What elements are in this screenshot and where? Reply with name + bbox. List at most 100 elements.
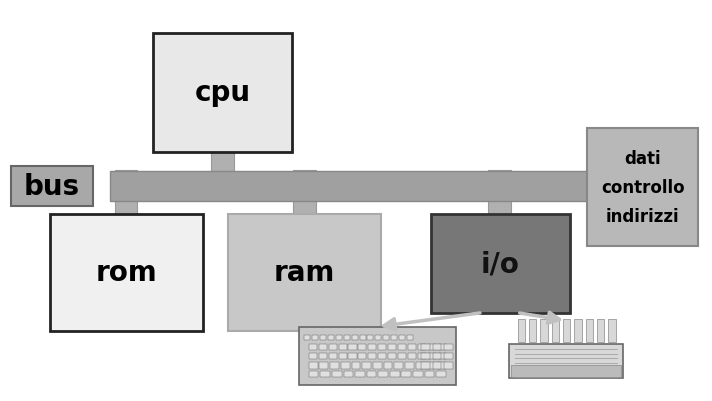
FancyBboxPatch shape (368, 344, 377, 350)
FancyBboxPatch shape (407, 335, 413, 340)
FancyBboxPatch shape (355, 371, 365, 377)
Text: dati
controllo
indirizzi: dati controllo indirizzi (601, 149, 684, 226)
FancyBboxPatch shape (309, 362, 318, 369)
FancyBboxPatch shape (424, 371, 434, 377)
FancyBboxPatch shape (433, 362, 441, 369)
FancyBboxPatch shape (320, 362, 328, 369)
FancyBboxPatch shape (426, 362, 435, 369)
FancyBboxPatch shape (50, 215, 203, 331)
FancyBboxPatch shape (362, 362, 371, 369)
FancyBboxPatch shape (408, 353, 416, 359)
Text: cpu: cpu (194, 79, 251, 107)
FancyBboxPatch shape (319, 353, 327, 359)
FancyBboxPatch shape (312, 335, 318, 340)
FancyBboxPatch shape (422, 353, 430, 359)
FancyBboxPatch shape (228, 215, 381, 331)
FancyBboxPatch shape (360, 335, 365, 340)
FancyBboxPatch shape (438, 344, 446, 350)
FancyBboxPatch shape (339, 353, 347, 359)
FancyBboxPatch shape (358, 344, 367, 350)
Text: rom: rom (95, 259, 157, 287)
FancyBboxPatch shape (320, 371, 330, 377)
FancyBboxPatch shape (343, 371, 353, 377)
FancyBboxPatch shape (431, 215, 570, 313)
FancyBboxPatch shape (437, 362, 446, 369)
FancyBboxPatch shape (115, 170, 137, 215)
FancyBboxPatch shape (330, 362, 339, 369)
FancyBboxPatch shape (416, 362, 424, 369)
FancyBboxPatch shape (511, 365, 621, 377)
FancyBboxPatch shape (383, 335, 389, 340)
FancyBboxPatch shape (433, 353, 441, 359)
FancyBboxPatch shape (585, 319, 593, 342)
FancyBboxPatch shape (319, 344, 327, 350)
FancyBboxPatch shape (608, 319, 616, 342)
FancyBboxPatch shape (391, 335, 397, 340)
FancyBboxPatch shape (408, 344, 416, 350)
FancyBboxPatch shape (438, 353, 446, 359)
FancyBboxPatch shape (436, 371, 446, 377)
FancyBboxPatch shape (418, 344, 426, 350)
FancyBboxPatch shape (418, 353, 426, 359)
FancyBboxPatch shape (444, 353, 453, 359)
FancyBboxPatch shape (309, 353, 317, 359)
FancyBboxPatch shape (344, 335, 350, 340)
FancyBboxPatch shape (352, 362, 360, 369)
FancyBboxPatch shape (384, 362, 392, 369)
FancyBboxPatch shape (388, 353, 397, 359)
FancyBboxPatch shape (540, 319, 548, 342)
FancyBboxPatch shape (398, 344, 407, 350)
FancyBboxPatch shape (422, 362, 430, 369)
FancyBboxPatch shape (293, 170, 316, 215)
FancyBboxPatch shape (329, 353, 337, 359)
Text: bus: bus (23, 172, 80, 200)
FancyBboxPatch shape (375, 335, 382, 340)
FancyBboxPatch shape (422, 344, 430, 350)
FancyBboxPatch shape (341, 362, 350, 369)
FancyBboxPatch shape (336, 335, 342, 340)
FancyBboxPatch shape (413, 371, 423, 377)
FancyBboxPatch shape (509, 344, 623, 378)
Text: i/o: i/o (481, 250, 520, 277)
FancyBboxPatch shape (405, 362, 414, 369)
FancyBboxPatch shape (328, 335, 334, 340)
FancyBboxPatch shape (309, 344, 317, 350)
FancyBboxPatch shape (529, 319, 536, 342)
FancyBboxPatch shape (358, 353, 367, 359)
FancyBboxPatch shape (597, 319, 604, 342)
FancyBboxPatch shape (428, 344, 436, 350)
FancyBboxPatch shape (348, 344, 357, 350)
FancyBboxPatch shape (394, 362, 403, 369)
FancyBboxPatch shape (348, 353, 357, 359)
FancyBboxPatch shape (367, 335, 374, 340)
FancyBboxPatch shape (339, 344, 347, 350)
FancyBboxPatch shape (518, 319, 525, 342)
FancyBboxPatch shape (587, 128, 698, 247)
FancyBboxPatch shape (399, 335, 405, 340)
FancyBboxPatch shape (332, 371, 342, 377)
FancyBboxPatch shape (378, 353, 387, 359)
FancyBboxPatch shape (378, 371, 388, 377)
FancyBboxPatch shape (488, 170, 511, 215)
FancyBboxPatch shape (390, 371, 399, 377)
FancyBboxPatch shape (368, 353, 377, 359)
FancyBboxPatch shape (378, 344, 387, 350)
FancyBboxPatch shape (402, 371, 412, 377)
FancyBboxPatch shape (552, 319, 559, 342)
FancyBboxPatch shape (367, 371, 377, 377)
FancyBboxPatch shape (563, 319, 570, 342)
FancyBboxPatch shape (373, 362, 382, 369)
FancyBboxPatch shape (304, 335, 310, 340)
FancyBboxPatch shape (320, 335, 326, 340)
FancyBboxPatch shape (11, 166, 93, 207)
FancyBboxPatch shape (153, 34, 292, 152)
FancyBboxPatch shape (433, 344, 441, 350)
FancyBboxPatch shape (352, 335, 357, 340)
FancyBboxPatch shape (110, 172, 616, 201)
FancyBboxPatch shape (575, 319, 582, 342)
FancyBboxPatch shape (309, 371, 318, 377)
Text: ram: ram (273, 259, 335, 287)
FancyBboxPatch shape (398, 353, 407, 359)
FancyBboxPatch shape (444, 344, 453, 350)
FancyBboxPatch shape (388, 344, 397, 350)
